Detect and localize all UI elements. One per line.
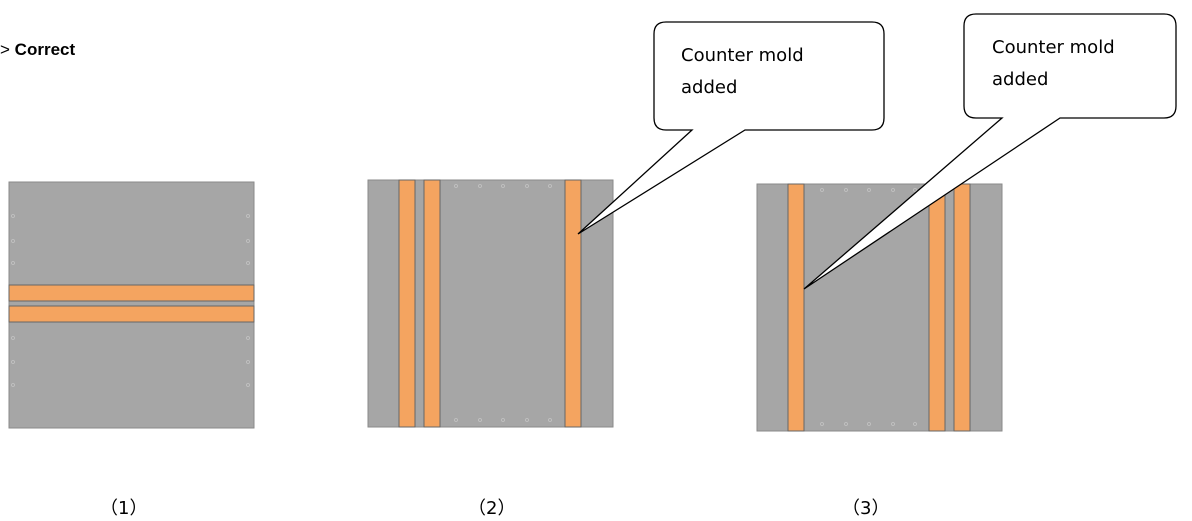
- heading-arrow: >: [0, 40, 10, 59]
- panel-2-bolt-marks: [454, 184, 552, 422]
- heading-label: Correct: [14, 40, 76, 59]
- panel-2-strip-right: [564, 179, 582, 428]
- panel-1-strip-bottom: [8, 305, 255, 323]
- panel-3-bolt-marks: [820, 188, 917, 426]
- panel-3-strip-right-1: [928, 183, 946, 432]
- callout-2-bubble: [803, 13, 1177, 290]
- callout-2-line-1: Counter mold: [992, 37, 1115, 58]
- callout-1-line-1: Counter mold: [681, 45, 804, 66]
- panel-3-strip-left: [787, 183, 805, 432]
- panel-1-strip-top: [8, 284, 255, 302]
- callout-2-text: Counter mold added: [992, 32, 1115, 96]
- caption-3: （3）: [842, 498, 890, 519]
- panel-2: [367, 179, 614, 428]
- callout-2-line-2: added: [992, 69, 1049, 90]
- caption-2: （2）: [468, 498, 516, 519]
- panel-3: [756, 183, 1003, 432]
- panel-2-strip-left-2: [423, 179, 441, 428]
- callout-1-bubble: [577, 21, 885, 235]
- panel-1-bolt-marks: [11, 214, 250, 387]
- callout-1-line-2: added: [681, 77, 738, 98]
- panel-3-strip-right-2: [953, 183, 971, 432]
- heading: > Correct: [0, 40, 75, 60]
- panel-1-plate: [8, 181, 255, 429]
- caption-1: （1）: [100, 498, 148, 519]
- panel-2-strip-left-1: [398, 179, 416, 428]
- panel-1: [8, 181, 255, 429]
- callout-1-text: Counter mold added: [681, 40, 804, 104]
